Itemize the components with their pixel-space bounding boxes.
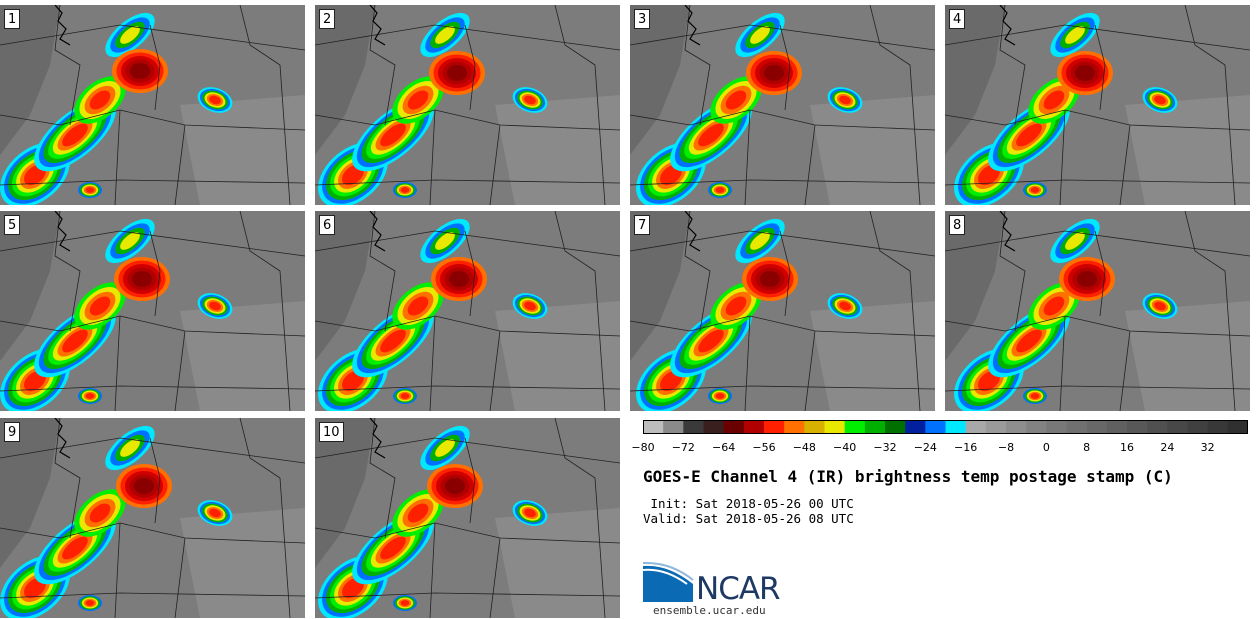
satellite-ir-map (315, 211, 620, 411)
colorbar-segment (1046, 420, 1067, 434)
ncar-url: ensemble.ucar.edu (653, 604, 766, 617)
colorbar-segment (905, 420, 926, 434)
forecast-panel: 5 (0, 211, 305, 411)
colorbar-tick-label: −40 (833, 441, 857, 454)
panel-number: 3 (634, 9, 651, 29)
satellite-ir-map (945, 211, 1250, 411)
figure-title: GOES-E Channel 4 (IR) brightness temp po… (643, 467, 1173, 486)
colorbar-tick-label: 8 (1083, 441, 1091, 454)
colorbar-segment (643, 420, 664, 434)
colorbar-tick-label: 16 (1120, 441, 1134, 454)
colorbar-segment (764, 420, 785, 434)
panel-number: 7 (634, 215, 651, 235)
temperature-colorbar (643, 420, 1248, 434)
forecast-panel: 3 (630, 5, 935, 205)
colorbar-segment (1187, 420, 1209, 434)
valid-time: Valid: Sat 2018-05-26 08 UTC (643, 511, 854, 526)
colorbar-tick-label: −8 (997, 441, 1015, 454)
panel-number: 6 (319, 215, 336, 235)
satellite-ir-map (315, 5, 620, 205)
colorbar-segment (1167, 420, 1188, 434)
panel-number: 2 (319, 9, 336, 29)
colorbar-tick-label: −72 (671, 441, 695, 454)
ncar-logo (643, 562, 694, 602)
panel-number: 1 (4, 9, 21, 29)
panel-number: 10 (319, 422, 344, 442)
forecast-panel: 9 (0, 418, 305, 618)
colorbar-segment (683, 420, 704, 434)
colorbar-segment (1006, 420, 1027, 434)
colorbar-segment (703, 420, 725, 434)
colorbar-segment (1207, 420, 1229, 434)
colorbar-segment (1147, 420, 1168, 434)
forecast-panel: 8 (945, 211, 1250, 411)
forecast-panel: 4 (945, 5, 1250, 205)
colorbar-tick-label: −24 (913, 441, 937, 454)
satellite-ir-map (0, 211, 305, 411)
satellite-ir-map (630, 5, 935, 205)
forecast-panel: 6 (315, 211, 620, 411)
colorbar-segment (663, 420, 684, 434)
satellite-ir-map (0, 418, 305, 618)
init-time: Init: Sat 2018-05-26 00 UTC (643, 496, 854, 511)
ncar-logo-text: NCAR (696, 571, 781, 607)
colorbar-segment (784, 420, 805, 434)
colorbar-segment (723, 420, 745, 434)
colorbar-segment (1086, 420, 1108, 434)
colorbar-segment (743, 420, 765, 434)
forecast-panel: 1 (0, 5, 305, 205)
satellite-ir-map (630, 211, 935, 411)
satellite-ir-map (315, 418, 620, 618)
forecast-panel: 10 (315, 418, 620, 618)
colorbar-segment (965, 420, 987, 434)
satellite-ir-map (0, 5, 305, 205)
forecast-panel: 7 (630, 211, 935, 411)
colorbar-segment (1066, 420, 1088, 434)
satellite-ir-map (945, 5, 1250, 205)
colorbar-tick-label: −56 (752, 441, 776, 454)
colorbar-tick-label: −32 (873, 441, 897, 454)
colorbar-segment (1227, 420, 1248, 434)
colorbar-segment (864, 420, 886, 434)
panel-number: 8 (949, 215, 966, 235)
colorbar-segment (885, 420, 906, 434)
colorbar-segment (945, 420, 967, 434)
colorbar-segment (804, 420, 825, 434)
colorbar-tick-label: −80 (631, 441, 655, 454)
colorbar-segment (1026, 420, 1047, 434)
colorbar-segment (1106, 420, 1128, 434)
panel-number: 9 (4, 422, 21, 442)
colorbar-segment (925, 420, 946, 434)
colorbar-segment (824, 420, 846, 434)
colorbar-segment (985, 420, 1007, 434)
colorbar-segment (844, 420, 866, 434)
colorbar-tick-label: 24 (1160, 441, 1175, 454)
forecast-panel: 2 (315, 5, 620, 205)
colorbar-tick-label: −48 (792, 441, 816, 454)
colorbar-tick-label: −16 (954, 441, 978, 454)
panel-number: 4 (949, 9, 966, 29)
colorbar-segment (1127, 420, 1148, 434)
colorbar-tick-label: 32 (1200, 441, 1215, 454)
colorbar-tick-label: 0 (1042, 441, 1050, 454)
panel-number: 5 (4, 215, 21, 235)
colorbar-tick-label: −64 (712, 441, 736, 454)
